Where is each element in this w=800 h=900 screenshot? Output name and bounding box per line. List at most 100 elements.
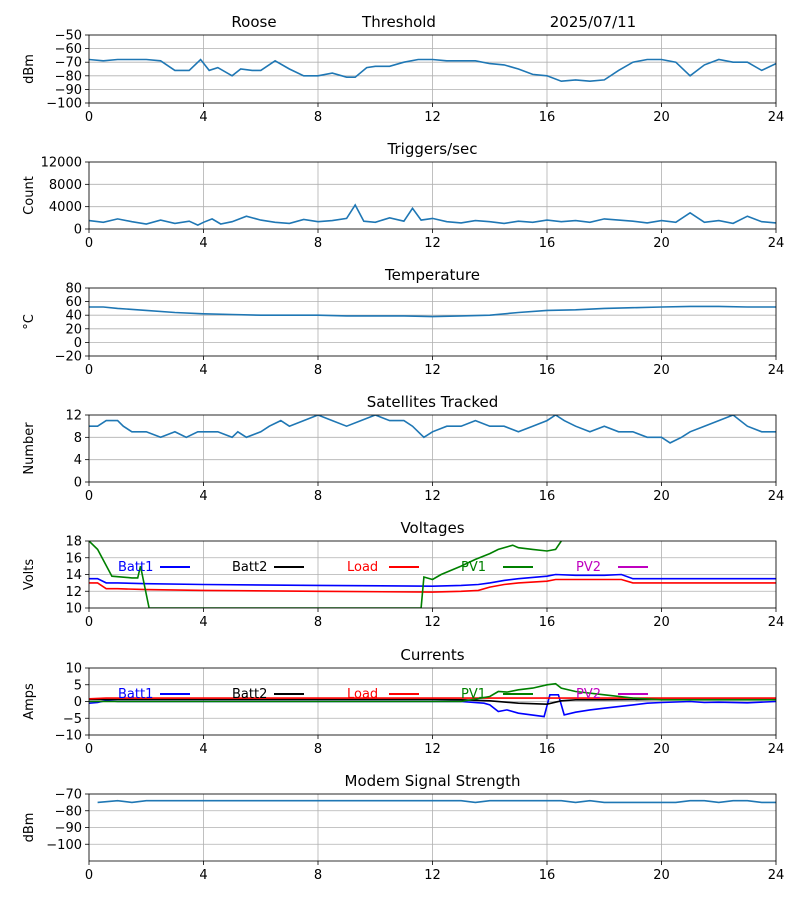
- legend-label-load: Load: [347, 560, 378, 575]
- x-tick-label: 0: [85, 615, 93, 630]
- series-line-pv1: [89, 682, 776, 703]
- y-tick-label: −5: [63, 712, 82, 727]
- x-tick-label: 0: [85, 110, 93, 125]
- series-line-batt1: [89, 573, 776, 588]
- y-tick-label: 4: [74, 453, 82, 468]
- chart-title: Satellites Tracked: [367, 393, 498, 411]
- y-tick-label: 80: [65, 282, 82, 297]
- x-tick-label: 0: [85, 742, 93, 757]
- x-tick-label: 12: [424, 742, 441, 757]
- x-tick-label: 20: [653, 615, 670, 630]
- series-line-load: [89, 697, 776, 700]
- chart-title: Temperature: [384, 266, 480, 284]
- y-tick-label: −100: [46, 97, 82, 112]
- x-tick-label: 16: [539, 742, 556, 757]
- x-tick-label: 12: [424, 110, 441, 125]
- y-tick-label: 12000: [41, 156, 82, 171]
- y-tick-label: −10: [55, 729, 82, 744]
- y-tick-label: 0: [74, 476, 82, 491]
- x-tick-label: 16: [539, 615, 556, 630]
- x-tick-label: 12: [424, 236, 441, 251]
- plot-frame: [88, 540, 777, 609]
- y-tick-label: −100: [46, 838, 82, 853]
- x-tick-label: 4: [199, 489, 207, 504]
- x-tick-label: 12: [424, 868, 441, 883]
- x-tick-label: 4: [199, 110, 207, 125]
- x-tick-label: 12: [424, 615, 441, 630]
- series-line-main: [89, 203, 776, 226]
- y-tick-label: −20: [55, 350, 82, 365]
- series-line-main: [89, 305, 776, 318]
- series-line-main: [97, 799, 776, 804]
- series-line-batt2: [89, 698, 776, 706]
- x-tick-label: 24: [768, 868, 785, 883]
- y-tick-label: −70: [55, 788, 82, 803]
- series-line-pv1: [89, 541, 562, 608]
- y-tick-label: −80: [55, 69, 82, 84]
- x-tick-label: 24: [768, 110, 785, 125]
- header-date: 2025/07/11: [550, 13, 636, 31]
- x-tick-label: 0: [85, 363, 93, 378]
- y-tick-label: −60: [55, 42, 82, 57]
- x-tick-label: 24: [768, 615, 785, 630]
- y-tick-label: 60: [65, 295, 82, 310]
- x-tick-label: 4: [199, 868, 207, 883]
- x-tick-label: 12: [424, 489, 441, 504]
- x-tick-label: 20: [653, 236, 670, 251]
- panel-1: 0 4 8 12 16 20 24 −50−60−70−80−90−100 dBm: [22, 29, 784, 126]
- chart-title: Voltages: [400, 519, 464, 537]
- legend-label-batt2: Batt2: [232, 560, 267, 575]
- legend-label-batt2: Batt2: [232, 687, 267, 702]
- y-tick-label: 14: [65, 568, 82, 583]
- panel-7: 0 4 8 12 16 20 24 −70−80 −90 −100 Modem Signal Str…: [22, 772, 784, 883]
- x-tick-label: 20: [653, 110, 670, 125]
- y-tick-label: 18: [65, 535, 82, 550]
- x-tick-label: 16: [539, 868, 556, 883]
- y-tick-label: 0: [74, 336, 82, 351]
- plot-frame: [88, 414, 777, 483]
- chart-title: Currents: [400, 646, 464, 664]
- x-tick-label: 8: [314, 236, 322, 251]
- y-tick-label: 8: [74, 431, 82, 446]
- x-tick-label: 8: [314, 742, 322, 757]
- y-axis-label: °C: [22, 314, 37, 330]
- y-axis-label: Volts: [22, 559, 37, 591]
- panel-4: 0 4 8 12 16 20 24 12 8 4 0 Satellites Tracked Number: [22, 393, 784, 504]
- y-tick-label: −90: [55, 83, 82, 98]
- x-tick-label: 20: [653, 489, 670, 504]
- plot-frame: [88, 287, 777, 357]
- x-tick-label: 16: [539, 110, 556, 125]
- y-axis-label: dBm: [22, 813, 37, 843]
- plot-frame: [88, 161, 777, 230]
- series-line-main: [89, 415, 776, 444]
- series-line-load: [89, 578, 776, 593]
- y-axis-label: dBm: [22, 54, 37, 84]
- x-tick-label: 0: [85, 236, 93, 251]
- y-tick-label: −80: [55, 804, 82, 819]
- chart-title: Triggers/sec: [387, 140, 478, 158]
- legend-label-pv1: PV1: [461, 560, 486, 575]
- legend-label-batt1: Batt1: [118, 687, 153, 702]
- x-tick-label: 4: [199, 615, 207, 630]
- legend-label-pv2: PV2: [576, 687, 601, 702]
- y-tick-label: 20: [65, 322, 82, 337]
- panel-2: 0 4 8 12 16 20 24 0 4000 8000 12000 Triggers/sec Cou…: [22, 140, 784, 251]
- x-tick-label: 4: [199, 236, 207, 251]
- y-axis-label: Count: [22, 176, 37, 215]
- header-mode: Threshold: [361, 13, 436, 31]
- y-tick-label: 0: [74, 223, 82, 238]
- legend-label-load: Load: [347, 687, 378, 702]
- header-station: Roose: [231, 13, 276, 31]
- x-tick-label: 24: [768, 742, 785, 757]
- x-tick-label: 8: [314, 363, 322, 378]
- x-tick-label: 0: [85, 489, 93, 504]
- y-tick-label: −90: [55, 821, 82, 836]
- y-tick-label: 12: [65, 585, 82, 600]
- plot-frame: [88, 793, 777, 862]
- y-tick-label: 40: [65, 309, 82, 324]
- x-tick-label: 8: [314, 489, 322, 504]
- y-tick-label: 0: [74, 695, 82, 710]
- x-tick-label: 16: [539, 236, 556, 251]
